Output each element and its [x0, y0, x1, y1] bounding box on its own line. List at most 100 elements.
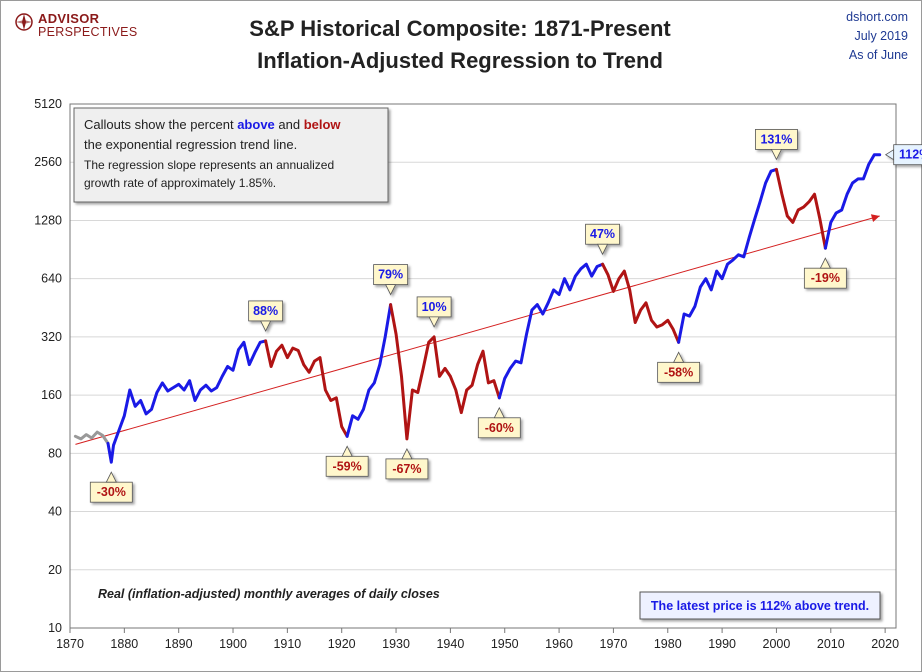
- footnote: Real (inflation-adjusted) monthly averag…: [98, 587, 440, 601]
- callout-pointer: [770, 149, 783, 161]
- callout-latest: [884, 144, 922, 166]
- source-site: dshort.com: [846, 10, 908, 24]
- y-tick-label: 640: [41, 272, 62, 286]
- chart-title: S&P Historical Composite: 1871-Present: [249, 16, 671, 41]
- chart-subtitle: Inflation-Adjusted Regression to Trend: [257, 48, 663, 73]
- series-line-below: [774, 167, 827, 250]
- latest-note: The latest price is 112% above trend.: [651, 599, 869, 613]
- plot-border: [69, 103, 897, 629]
- series-group: [73, 153, 882, 464]
- callout-above: [373, 264, 409, 296]
- callout-below: [477, 406, 521, 439]
- x-tick-label: 1870: [56, 637, 84, 651]
- series-line-early: [73, 430, 110, 445]
- callout-box: [893, 144, 922, 166]
- x-tick-label: 1900: [219, 637, 247, 651]
- trend-line-group: [75, 214, 880, 445]
- callout-pointer: [341, 445, 353, 457]
- x-tick-label: 1910: [273, 637, 301, 651]
- callout-label: 131%: [760, 132, 792, 146]
- callout-pointer: [428, 316, 440, 328]
- callout-label: 112%: [899, 148, 922, 162]
- y-tick-label: 160: [41, 388, 62, 402]
- info-box: [73, 107, 389, 203]
- logo-text-bottom: PERSPECTIVES: [38, 25, 138, 39]
- info-line-1: Callouts show the percent above and belo…: [84, 117, 341, 132]
- x-tick-label: 1880: [110, 637, 138, 651]
- callout-label: -60%: [485, 421, 514, 435]
- callout-label: 79%: [378, 268, 403, 282]
- callout-above: [416, 296, 452, 328]
- series-line-above: [345, 303, 393, 438]
- callout-below: [803, 257, 847, 289]
- y-tick-label: 80: [48, 446, 62, 460]
- callout-label: -67%: [392, 462, 421, 476]
- x-tick-label: 1950: [491, 637, 519, 651]
- info-below-word: below: [304, 117, 342, 132]
- callout-pointer: [672, 351, 685, 363]
- series-line-above: [106, 339, 268, 464]
- x-tick-label: 1970: [600, 637, 628, 651]
- callout-above: [248, 300, 284, 332]
- series-line-above: [677, 167, 778, 344]
- y-tick-label: 10: [48, 621, 62, 635]
- y-tick-label: 40: [48, 505, 62, 519]
- series-line-above: [497, 262, 605, 400]
- x-tick-label: 2000: [763, 637, 791, 651]
- info-line-4: growth rate of approximately 1.85%.: [84, 176, 276, 190]
- callout-pointer: [884, 148, 895, 161]
- x-tick-label: 1990: [708, 637, 736, 651]
- callouts-group: 88% 79% 10% 47% 131% 112% -30% -59% -67% -60% -58%…: [89, 129, 922, 503]
- latest-note-box: [639, 591, 881, 620]
- callout-pointer: [819, 257, 832, 269]
- info-line-2: the exponential regression trend line.: [84, 137, 297, 152]
- callout-above: [585, 223, 620, 256]
- callout-label: -30%: [97, 485, 126, 499]
- source-date: July 2019: [854, 29, 908, 43]
- callout-below: [385, 448, 429, 480]
- series-line-below: [264, 339, 349, 438]
- y-tick-label: 320: [41, 330, 62, 344]
- series-line-above: [823, 153, 882, 250]
- axes: 10 20 40 80 160 320 640 1280 2560 5120 1870 1880 189…: [34, 97, 899, 651]
- callout-label: -59%: [333, 459, 362, 473]
- advisor-perspectives-logo: ADVISOR PERSPECTIVES: [14, 10, 144, 44]
- x-tick-label: 1890: [165, 637, 193, 651]
- callout-label: -58%: [664, 365, 693, 379]
- x-tick-label: 1940: [436, 637, 464, 651]
- callout-below: [657, 351, 701, 383]
- callout-pointer: [259, 320, 272, 332]
- source-block: dshort.com July 2019 As of June: [846, 8, 908, 65]
- trend-arrow: [870, 214, 880, 223]
- callout-above: [755, 129, 798, 161]
- y-tick-label: 5120: [34, 97, 62, 111]
- logo-text-top: ADVISOR: [38, 11, 100, 26]
- callout-label: 88%: [253, 304, 278, 318]
- info-line-1-mid: and: [275, 117, 304, 132]
- series-line-below: [389, 303, 501, 441]
- x-tick-label: 1930: [382, 637, 410, 651]
- y-tick-label: 1280: [34, 213, 62, 227]
- x-tick-label: 2020: [871, 637, 899, 651]
- callout-below: [325, 445, 369, 477]
- callout-pointer: [493, 406, 505, 419]
- y-tick-label: 20: [48, 563, 62, 577]
- info-line-3: The regression slope represents an annua…: [84, 158, 334, 172]
- callout-pointer: [105, 471, 117, 483]
- x-tick-label: 1920: [328, 637, 356, 651]
- x-tick-label: 1960: [545, 637, 573, 651]
- callout-below: [89, 471, 133, 503]
- info-above-word: above: [237, 117, 275, 132]
- x-tick-label: 2010: [817, 637, 845, 651]
- callout-label: 47%: [590, 227, 615, 241]
- compass-icon: [15, 13, 33, 31]
- x-tick-label: 1980: [654, 637, 682, 651]
- trend-line: [75, 215, 880, 445]
- callout-pointer: [596, 243, 609, 256]
- callout-pointer: [384, 284, 397, 296]
- y-tick-label: 2560: [34, 155, 62, 169]
- series-line-below: [601, 262, 681, 344]
- info-line-1-pre: Callouts show the percent: [84, 117, 237, 132]
- source-asof: As of June: [848, 48, 908, 62]
